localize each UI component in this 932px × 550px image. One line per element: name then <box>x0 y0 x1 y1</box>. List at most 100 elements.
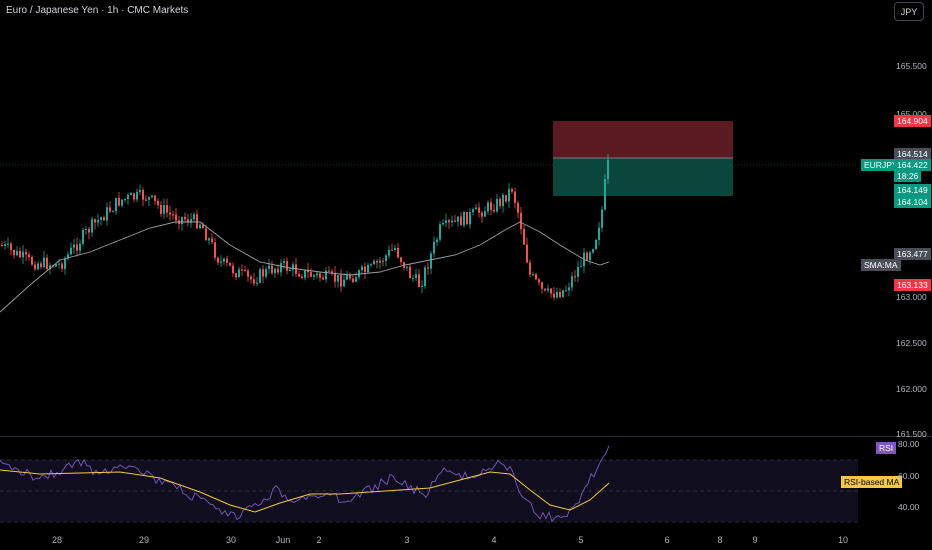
candle-body <box>460 216 462 226</box>
candle-body <box>262 269 264 277</box>
candle-body <box>601 209 603 228</box>
candle-body <box>211 238 213 243</box>
candle-body <box>406 266 408 268</box>
time-label: 4 <box>491 535 497 545</box>
candle-body <box>523 229 525 245</box>
candle-body <box>571 276 573 288</box>
entry-price-tag: 164.514 <box>894 148 931 160</box>
candle-body <box>232 265 234 274</box>
candle-body <box>259 269 261 283</box>
candle-body <box>346 275 348 280</box>
candle-body <box>220 261 222 263</box>
candle-body <box>538 279 540 283</box>
candle-body <box>94 219 96 223</box>
candle-body <box>43 257 45 267</box>
symbol-tag[interactable]: EURJPY <box>861 159 901 171</box>
candle-body <box>91 219 93 233</box>
candle-body <box>559 292 561 297</box>
candle-body <box>223 258 225 262</box>
candle-body <box>499 198 501 207</box>
pane-divider[interactable] <box>0 436 932 437</box>
candle-body <box>205 228 207 241</box>
rsi-label[interactable]: RSI <box>876 442 897 454</box>
candle-body <box>202 224 204 229</box>
rsi-ma-label[interactable]: RSI-based MA <box>841 476 903 488</box>
candle-body <box>385 255 387 261</box>
candle-body <box>124 199 126 201</box>
candle-body <box>37 263 39 270</box>
candle-body <box>334 272 336 282</box>
candle-body <box>112 211 114 213</box>
candle-body <box>193 214 195 220</box>
candle-body <box>391 249 393 251</box>
candle-body <box>76 244 78 251</box>
candle-body <box>514 191 516 203</box>
stop-loss-tag: 164.904 <box>894 115 931 127</box>
candle-body <box>25 251 27 255</box>
candle-body <box>376 261 378 263</box>
candle-body <box>481 212 483 217</box>
candle-body <box>280 263 282 273</box>
time-label: 5 <box>578 535 584 545</box>
price-tick: 162.000 <box>896 384 927 394</box>
candle-body <box>586 252 588 261</box>
rsi-tick: 40.00 <box>898 502 920 512</box>
stop-loss-zone <box>553 121 733 158</box>
candle-body <box>13 249 15 256</box>
candle-body <box>253 279 255 284</box>
countdown-tag: 18:26 <box>894 170 922 182</box>
candle-body <box>379 260 381 263</box>
candle-body <box>238 269 240 278</box>
candle-body <box>445 220 447 223</box>
candle-body <box>85 228 87 230</box>
candle-body <box>325 270 327 280</box>
currency-button[interactable]: JPY <box>894 2 924 21</box>
time-label: 8 <box>717 535 723 545</box>
candle-body <box>49 265 51 270</box>
candle-body <box>79 243 81 251</box>
candle-body <box>349 275 351 279</box>
candle-body <box>268 265 270 269</box>
candle-body <box>451 220 453 223</box>
candle-body <box>19 250 21 258</box>
candle-body <box>298 273 300 277</box>
candle-body <box>484 211 486 217</box>
candle-body <box>247 270 249 277</box>
candle-body <box>454 220 456 222</box>
bid-tag: 164.149 <box>894 184 931 196</box>
candle-body <box>121 199 123 206</box>
candle-body <box>607 159 609 180</box>
candle-body <box>496 198 498 212</box>
candle-body <box>214 242 216 258</box>
candle-body <box>382 260 384 262</box>
candle-body <box>88 228 90 233</box>
candle-body <box>73 244 75 248</box>
candle-body <box>244 269 246 271</box>
candle-body <box>541 282 543 289</box>
candle-body <box>367 264 369 273</box>
candle-body <box>34 264 36 270</box>
candle-body <box>217 257 219 263</box>
last-price-tag: 164.422 <box>894 159 931 171</box>
candle-body <box>556 292 558 298</box>
candle-body <box>604 179 606 210</box>
candle-body <box>439 224 441 240</box>
sma-label-tag[interactable]: SMA:MA <box>861 259 901 271</box>
candle-body <box>115 197 117 212</box>
candle-body <box>199 224 201 229</box>
candle-body <box>16 250 18 256</box>
candle-body <box>544 288 546 291</box>
price-tick: 161.500 <box>896 429 927 439</box>
candle-body <box>508 188 510 202</box>
candle-body <box>319 273 321 278</box>
sma-value-tag: 163.477 <box>894 248 931 260</box>
candle-body <box>103 217 105 221</box>
candle-body <box>292 264 294 270</box>
candle-body <box>10 243 12 250</box>
candle-body <box>67 254 69 259</box>
candle-body <box>256 282 258 284</box>
candle-body <box>196 214 198 229</box>
candle-body <box>130 193 132 195</box>
candle-body <box>436 239 438 242</box>
